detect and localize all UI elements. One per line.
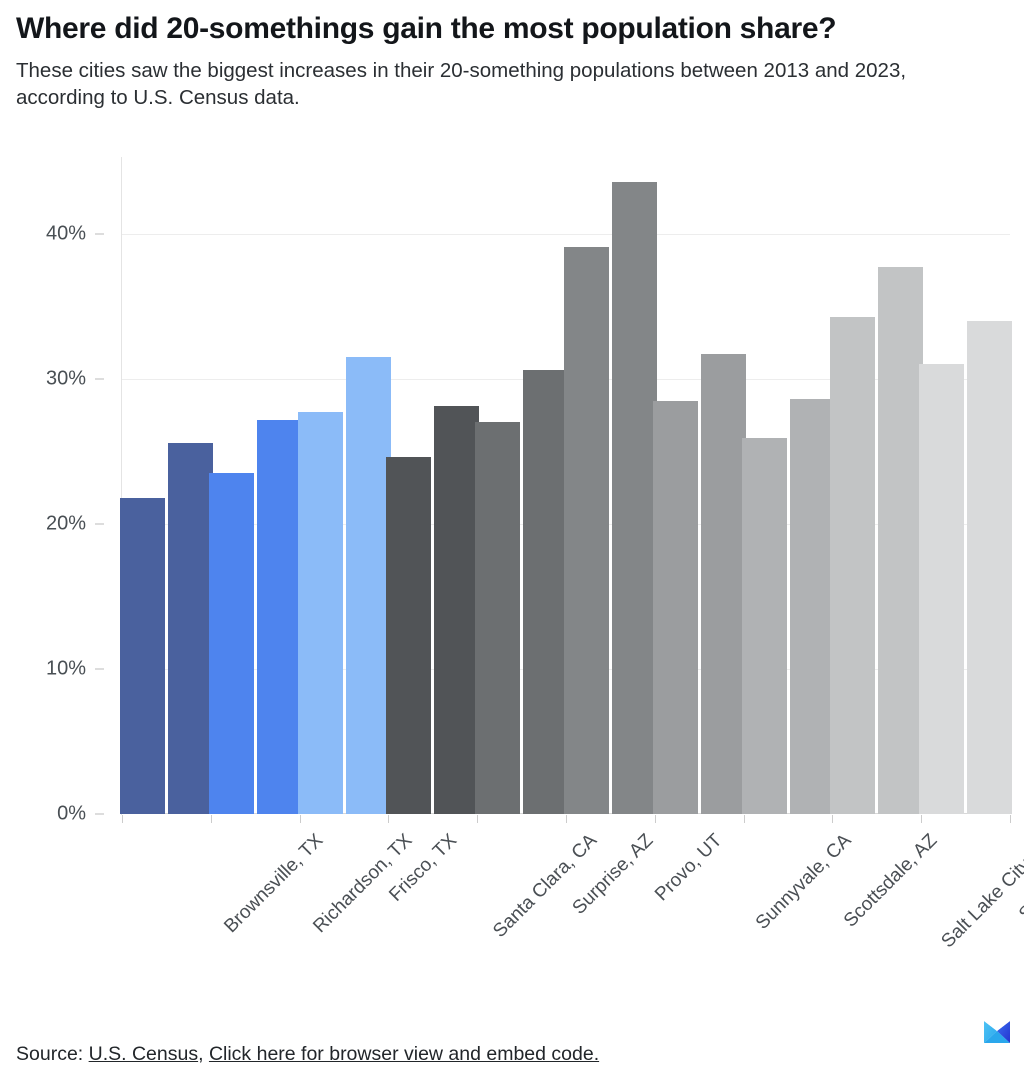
source-prefix: Source: [16,1043,84,1065]
bar[interactable] [345,357,391,814]
bar[interactable] [297,412,343,814]
x-tick-mark [654,815,656,823]
datawrapper-logo[interactable] [982,1017,1012,1047]
x-tick-mark [477,815,479,823]
bar[interactable] [475,422,521,814]
gridline [122,233,1010,235]
x-tick-mark [122,815,123,823]
chart-footer: Source: U.S. Census, Click here for brow… [0,1010,1024,1080]
bar[interactable] [119,497,165,814]
y-tick-label: 10% [45,657,86,680]
y-tick-mark [95,523,104,525]
x-axis-category-labels: Brownsville, TX Richardson, TX Frisco, TX S… [0,824,1024,984]
y-axis-labels: 0% 10% 20% 30% 40% [0,157,104,825]
bar[interactable] [256,419,302,814]
source-link[interactable]: U.S. Census [88,1043,199,1065]
x-tick-mark [566,815,567,823]
source-separator: , [198,1043,204,1065]
source-line: Source: U.S. Census, Click here for brow… [16,1043,599,1066]
bar[interactable] [611,181,657,814]
x-tick-mark [743,815,745,823]
y-tick-label: 30% [45,367,86,390]
x-tick-mark [388,815,390,823]
bar[interactable] [563,246,609,814]
bar[interactable] [208,473,254,814]
x-axis-ticks [122,815,1011,824]
plot-area [119,157,1013,814]
x-tick-mark [1010,815,1011,823]
chart-subtitle: These cities saw the biggest increases i… [16,58,907,109]
embed-code-link[interactable]: Click here for browser view and embed co… [208,1043,600,1065]
bar[interactable] [919,364,965,814]
y-tick-label: 40% [45,222,86,245]
x-tick-mark [921,815,923,823]
x-axis-label: Salt Lake City, UT [937,830,1024,953]
bar[interactable] [434,406,480,814]
x-tick-mark [832,815,834,823]
bar[interactable] [789,399,835,814]
chart-header: Where did 20-somethings gain the most po… [0,0,1024,111]
y-tick-mark [95,378,104,380]
bar[interactable] [523,370,569,814]
y-tick-mark [95,813,104,815]
page-title: Where did 20-somethings gain the most po… [16,12,837,45]
y-tick-label: 0% [57,802,86,825]
y-tick-label: 20% [45,512,86,535]
chart-plot-wrapper: 0% 10% 20% 30% 40% Brownsville, TX Richardson… [0,140,1024,1000]
x-tick-mark [299,815,301,823]
x-tick-mark [210,815,212,823]
y-tick-mark [95,233,104,235]
bar[interactable] [830,316,876,814]
bar[interactable] [386,457,432,814]
y-axis-line [121,157,122,815]
bar[interactable] [700,354,746,814]
bar[interactable] [967,320,1013,814]
logo-icon [982,1017,1012,1047]
bar[interactable] [167,442,213,814]
y-tick-mark [95,668,104,670]
x-axis-label: Provo, UT [651,830,727,906]
bar[interactable] [878,267,924,814]
bar[interactable] [652,400,698,814]
x-axis-label: Sunnyvale, CA [752,830,856,934]
bar[interactable] [741,438,787,814]
